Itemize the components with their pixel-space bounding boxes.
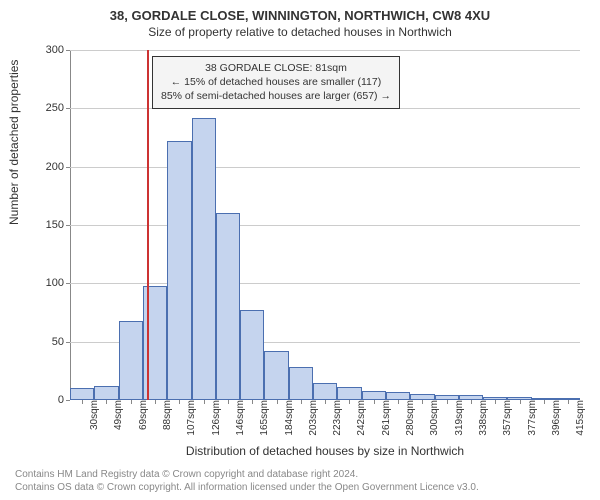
x-tickmark — [106, 400, 107, 404]
x-tickmark — [398, 400, 399, 404]
chart-subtitle: Size of property relative to detached ho… — [0, 25, 600, 39]
x-axis-label: Distribution of detached houses by size … — [70, 444, 580, 458]
chart-container: 38, GORDALE CLOSE, WINNINGTON, NORTHWICH… — [0, 0, 600, 500]
histogram-bar — [362, 391, 386, 400]
x-tick-label: 107sqm — [182, 400, 197, 436]
x-tick-label: 415sqm — [571, 400, 586, 436]
footer-line-1: Contains HM Land Registry data © Crown c… — [15, 469, 479, 482]
annotation-line: ← 15% of detached houses are smaller (11… — [161, 75, 391, 89]
annotation-line: 38 GORDALE CLOSE: 81sqm — [161, 61, 391, 75]
x-tick-label: 146sqm — [231, 400, 246, 436]
histogram-bar — [289, 367, 313, 400]
x-tickmark — [520, 400, 521, 404]
footer-attribution: Contains HM Land Registry data © Crown c… — [15, 469, 479, 494]
x-tick-label: 30sqm — [85, 400, 100, 430]
chart-title: 38, GORDALE CLOSE, WINNINGTON, NORTHWICH… — [0, 0, 600, 23]
x-tickmark — [422, 400, 423, 404]
x-tick-label: 338sqm — [474, 400, 489, 436]
plot-area: 05010015020025030030sqm49sqm69sqm88sqm10… — [70, 50, 580, 400]
x-tickmark — [204, 400, 205, 404]
reference-line — [147, 50, 149, 400]
x-tick-label: 69sqm — [134, 400, 149, 430]
x-tickmark — [495, 400, 496, 404]
histogram-bar — [240, 310, 264, 400]
x-tick-label: 377sqm — [523, 400, 538, 436]
y-tick-label: 300 — [46, 44, 70, 56]
x-tickmark — [349, 400, 350, 404]
y-axis-label: Number of detached properties — [7, 60, 21, 225]
x-tickmark — [277, 400, 278, 404]
histogram-bar — [216, 213, 240, 400]
x-tickmark — [228, 400, 229, 404]
x-tick-label: 280sqm — [401, 400, 416, 436]
histogram-bar — [119, 321, 143, 400]
x-tick-label: 49sqm — [109, 400, 124, 430]
histogram-bar — [313, 383, 337, 401]
x-tick-label: 184sqm — [280, 400, 295, 436]
y-tick-label: 250 — [46, 102, 70, 114]
x-tickmark — [131, 400, 132, 404]
histogram-bar — [70, 388, 94, 400]
x-tickmark — [252, 400, 253, 404]
x-tick-label: 357sqm — [498, 400, 513, 436]
histogram-bar — [94, 386, 118, 400]
x-tick-label: 396sqm — [547, 400, 562, 436]
y-tick-label: 100 — [46, 277, 70, 289]
x-tick-label: 300sqm — [425, 400, 440, 436]
x-tick-label: 203sqm — [304, 400, 319, 436]
histogram-bar — [337, 387, 361, 400]
histogram-bar — [167, 141, 191, 400]
x-tick-label: 126sqm — [207, 400, 222, 436]
x-tick-label: 242sqm — [352, 400, 367, 436]
annotation-box: 38 GORDALE CLOSE: 81sqm← 15% of detached… — [152, 56, 400, 109]
x-tickmark — [155, 400, 156, 404]
x-tickmark — [568, 400, 569, 404]
x-tickmark — [374, 400, 375, 404]
y-tick-label: 200 — [46, 161, 70, 173]
x-tickmark — [179, 400, 180, 404]
histogram-bar — [192, 118, 216, 400]
x-tick-label: 319sqm — [450, 400, 465, 436]
histogram-bar — [264, 351, 288, 400]
footer-line-2: Contains OS data © Crown copyright. All … — [15, 482, 479, 495]
x-tickmark — [301, 400, 302, 404]
y-tick-label: 0 — [58, 394, 70, 406]
x-tickmark — [325, 400, 326, 404]
annotation-line: 85% of semi-detached houses are larger (… — [161, 89, 391, 103]
x-tick-label: 261sqm — [377, 400, 392, 436]
x-tick-label: 165sqm — [255, 400, 270, 436]
histogram-bar — [386, 392, 410, 400]
y-tick-label: 50 — [52, 336, 70, 348]
x-tickmark — [544, 400, 545, 404]
x-tick-label: 88sqm — [158, 400, 173, 430]
x-tickmark — [82, 400, 83, 404]
x-tickmark — [471, 400, 472, 404]
x-tickmark — [447, 400, 448, 404]
y-tick-label: 150 — [46, 219, 70, 231]
x-tick-label: 223sqm — [328, 400, 343, 436]
